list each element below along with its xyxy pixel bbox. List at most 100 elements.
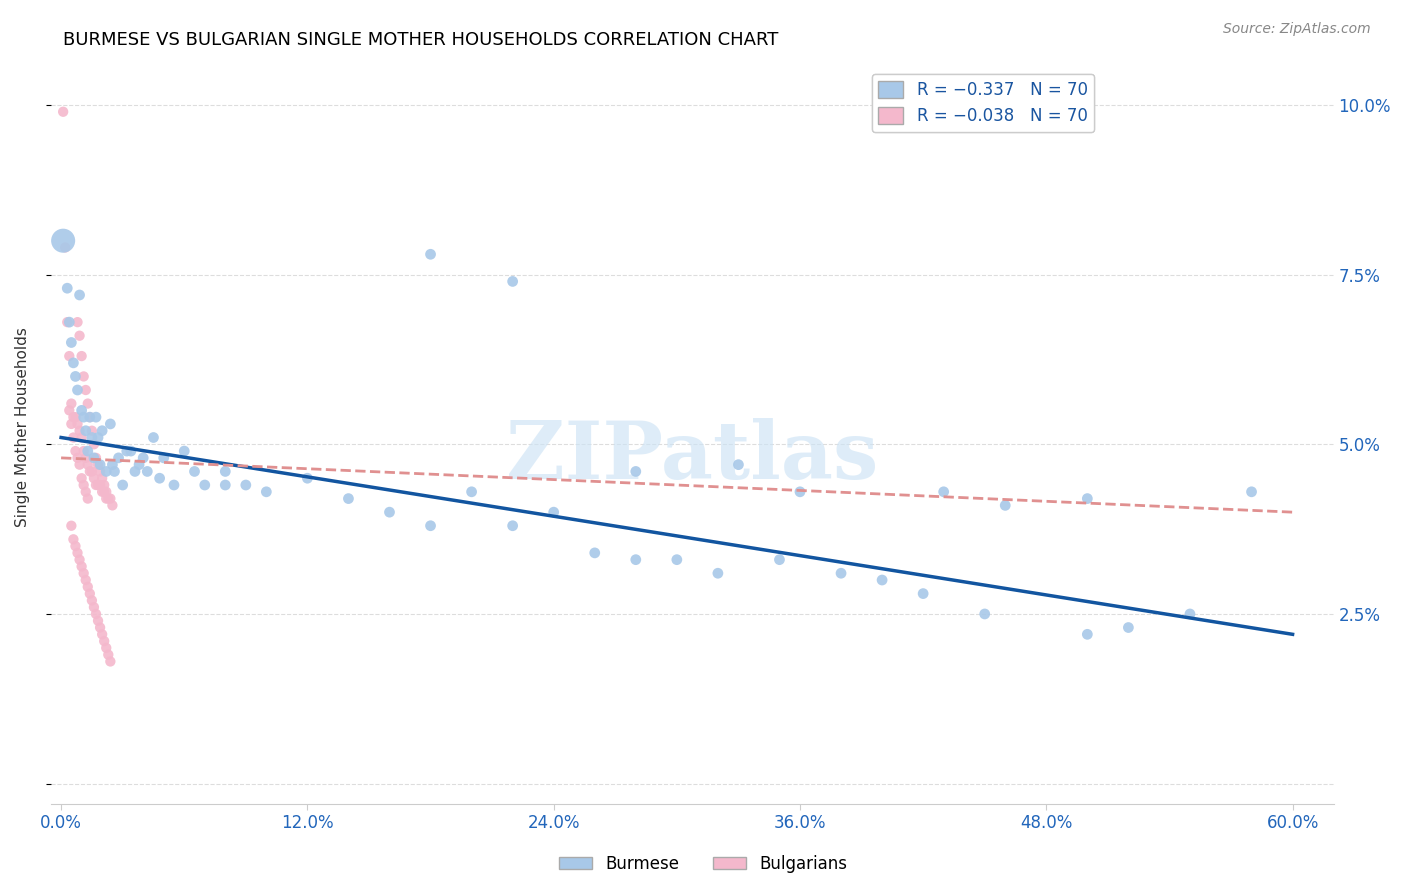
Point bbox=[83, 437, 105, 451]
Point bbox=[83, 471, 105, 485]
Point bbox=[502, 518, 524, 533]
Point bbox=[96, 465, 118, 479]
Point bbox=[69, 552, 91, 566]
Point bbox=[98, 655, 121, 669]
Point bbox=[65, 369, 87, 384]
Point bbox=[624, 465, 647, 479]
Point bbox=[419, 518, 441, 533]
Point bbox=[235, 478, 257, 492]
Point bbox=[58, 315, 80, 329]
Point bbox=[128, 458, 150, 472]
Point bbox=[214, 478, 236, 492]
Point bbox=[378, 505, 401, 519]
Point bbox=[297, 471, 319, 485]
Point bbox=[103, 465, 125, 479]
Point bbox=[75, 484, 97, 499]
Point bbox=[87, 478, 110, 492]
Point bbox=[76, 396, 98, 410]
Point bbox=[80, 430, 103, 444]
Point bbox=[98, 491, 121, 506]
Legend: Burmese, Bulgarians: Burmese, Bulgarians bbox=[553, 848, 853, 880]
Point bbox=[69, 288, 91, 302]
Point bbox=[69, 328, 91, 343]
Point bbox=[79, 410, 101, 425]
Point bbox=[727, 458, 749, 472]
Point bbox=[973, 607, 995, 621]
Point bbox=[65, 410, 87, 425]
Point bbox=[1076, 491, 1098, 506]
Point bbox=[91, 484, 114, 499]
Point bbox=[66, 315, 89, 329]
Point bbox=[79, 586, 101, 600]
Point bbox=[80, 593, 103, 607]
Point bbox=[1118, 621, 1140, 635]
Point bbox=[665, 552, 688, 566]
Point bbox=[89, 465, 111, 479]
Point bbox=[994, 499, 1017, 513]
Point bbox=[66, 383, 89, 397]
Point bbox=[89, 621, 111, 635]
Point bbox=[62, 430, 84, 444]
Point bbox=[830, 566, 852, 581]
Point bbox=[62, 410, 84, 425]
Point bbox=[84, 607, 107, 621]
Point bbox=[87, 458, 110, 472]
Point bbox=[624, 552, 647, 566]
Point bbox=[912, 586, 935, 600]
Point bbox=[789, 484, 811, 499]
Point bbox=[254, 484, 277, 499]
Point bbox=[870, 573, 893, 587]
Point bbox=[111, 478, 134, 492]
Point bbox=[70, 349, 93, 363]
Point bbox=[91, 424, 114, 438]
Point bbox=[75, 450, 97, 465]
Point bbox=[768, 552, 790, 566]
Point bbox=[91, 471, 114, 485]
Point bbox=[419, 247, 441, 261]
Point bbox=[98, 417, 121, 431]
Point bbox=[66, 450, 89, 465]
Point bbox=[101, 458, 124, 472]
Point bbox=[87, 430, 110, 444]
Point bbox=[502, 274, 524, 288]
Point bbox=[89, 478, 111, 492]
Text: BURMESE VS BULGARIAN SINGLE MOTHER HOUSEHOLDS CORRELATION CHART: BURMESE VS BULGARIAN SINGLE MOTHER HOUSE… bbox=[63, 31, 779, 49]
Text: ZIPatlas: ZIPatlas bbox=[506, 418, 879, 497]
Point bbox=[87, 614, 110, 628]
Point bbox=[84, 478, 107, 492]
Point bbox=[65, 444, 87, 458]
Point bbox=[60, 396, 83, 410]
Point bbox=[707, 566, 730, 581]
Point bbox=[52, 234, 75, 248]
Point bbox=[173, 444, 195, 458]
Point bbox=[76, 458, 98, 472]
Point bbox=[69, 424, 91, 438]
Point bbox=[124, 465, 146, 479]
Point bbox=[149, 471, 172, 485]
Point bbox=[58, 349, 80, 363]
Point bbox=[97, 648, 120, 662]
Y-axis label: Single Mother Households: Single Mother Households bbox=[15, 327, 30, 527]
Point bbox=[75, 424, 97, 438]
Point bbox=[152, 450, 174, 465]
Point bbox=[543, 505, 565, 519]
Point bbox=[75, 573, 97, 587]
Point bbox=[97, 491, 120, 506]
Point bbox=[73, 410, 96, 425]
Point bbox=[52, 104, 75, 119]
Text: Source: ZipAtlas.com: Source: ZipAtlas.com bbox=[1223, 22, 1371, 37]
Point bbox=[120, 444, 142, 458]
Point bbox=[132, 450, 155, 465]
Point bbox=[73, 478, 96, 492]
Point bbox=[79, 410, 101, 425]
Point bbox=[115, 444, 138, 458]
Point bbox=[56, 281, 79, 295]
Point bbox=[91, 627, 114, 641]
Point bbox=[66, 417, 89, 431]
Point bbox=[84, 450, 107, 465]
Point bbox=[58, 403, 80, 417]
Point bbox=[62, 356, 84, 370]
Point bbox=[76, 444, 98, 458]
Point bbox=[1240, 484, 1263, 499]
Point bbox=[93, 484, 115, 499]
